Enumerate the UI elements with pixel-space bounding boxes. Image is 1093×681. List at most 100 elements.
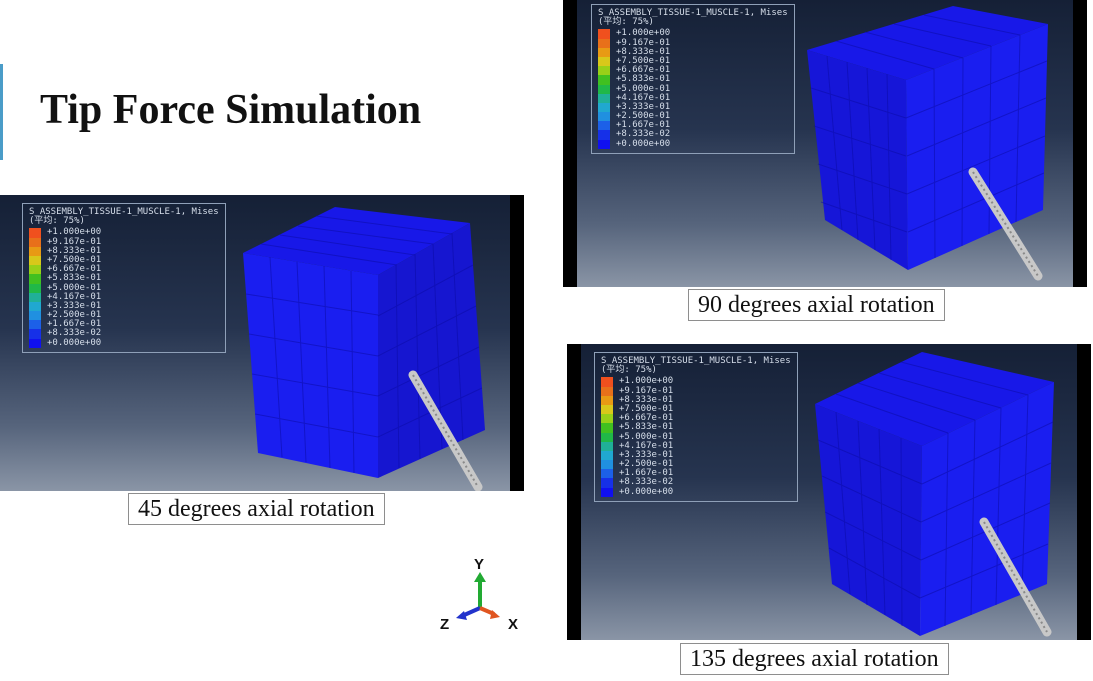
legend-entry: +6.667e-01 <box>29 264 219 275</box>
mesh-grid <box>817 361 1054 627</box>
legend-entry: +7.500e-01 <box>598 55 788 67</box>
legend-title: S_ASSEMBLY_TISSUE-1_MUSCLE-1, Mises <box>598 8 788 18</box>
legend-value: +9.167e-01 <box>616 37 671 48</box>
legend-swatch <box>598 93 610 103</box>
legend-entry: +1.000e+00 <box>29 227 219 238</box>
mesh-model-90 <box>807 6 1048 281</box>
legend-value: +3.333e-01 <box>619 449 674 460</box>
legend-entry: +0.000e+00 <box>598 138 788 149</box>
axis-label-y: Y <box>474 556 485 573</box>
legend-swatch <box>601 441 613 451</box>
legend-entry: +1.000e+00 <box>601 376 791 387</box>
legend-swatch <box>601 414 613 424</box>
legend-value: +3.333e-01 <box>616 101 671 112</box>
legend-swatch <box>29 265 41 275</box>
legend-rows: +1.000e+00 +9.167e-01 +8.333e-01 +7.500e-01… <box>598 29 788 149</box>
legend-value: +8.333e-01 <box>619 394 674 405</box>
legend-swatch <box>601 432 613 442</box>
legend-entry: +0.000e+00 <box>601 487 791 497</box>
legend-entry: +7.500e-01 <box>29 254 219 266</box>
legend-value: +0.000e+00 <box>616 138 671 149</box>
axis-label-x: X <box>508 616 519 633</box>
legend-swatch <box>598 112 610 122</box>
legend-entry: +8.333e-01 <box>598 46 788 57</box>
simulation-panel-45: S_ASSEMBLY_TISSUE-1_MUSCLE-1, Mises (平均:… <box>0 195 524 491</box>
legend-swatch <box>29 320 41 330</box>
legend-swatch <box>598 66 610 76</box>
cube-top-face <box>243 207 470 275</box>
legend-value: +6.667e-01 <box>619 413 674 424</box>
legend-value: +8.333e-01 <box>616 46 671 57</box>
legend-swatch <box>598 38 610 48</box>
legend-swatch <box>29 301 41 312</box>
legend-value: +1.000e+00 <box>47 227 102 238</box>
legend-swatch <box>598 47 610 57</box>
legend-swatch <box>598 130 610 140</box>
axis-triad: Y Z X <box>434 556 524 636</box>
legend-subtitle: (平均: 75%) <box>29 216 85 227</box>
legend-swatch <box>29 228 41 238</box>
legend-value: +1.667e-01 <box>47 319 102 330</box>
legend-entry: +8.333e-01 <box>601 394 791 405</box>
legend-entry: +2.500e-01 <box>598 111 788 122</box>
legend-rows: +1.000e+00 +9.167e-01 +8.333e-01 +7.500e-01… <box>29 227 219 348</box>
legend-swatch <box>598 56 610 67</box>
legend-value: +5.000e-01 <box>616 83 671 94</box>
legend-swatch <box>598 29 610 39</box>
legend-entry: +8.333e-02 <box>598 130 788 140</box>
legend-entry: +7.500e-01 <box>601 404 791 415</box>
legend-value: +1.000e+00 <box>619 376 674 387</box>
legend-subtitle: (平均: 75%) <box>598 17 654 28</box>
legend-value: +7.500e-01 <box>616 55 671 66</box>
legend-entry: +2.500e-01 <box>601 459 791 470</box>
legend-swatch <box>601 386 613 396</box>
legend-entry: +5.833e-01 <box>29 274 219 284</box>
legend-entry: +5.833e-01 <box>598 74 788 85</box>
legend-entry: +9.167e-01 <box>29 237 219 247</box>
cube-side-face <box>920 382 1054 636</box>
legend-value: +2.500e-01 <box>616 111 671 122</box>
legend-entry: +6.667e-01 <box>598 65 788 76</box>
legend-value: +4.167e-01 <box>616 92 671 103</box>
legend-value: +1.667e-01 <box>616 120 671 131</box>
legend-swatch <box>598 84 610 94</box>
stress-legend: S_ASSEMBLY_TISSUE-1_MUSCLE-1, Mises (平均:… <box>594 352 798 502</box>
legend-swatch <box>29 246 41 256</box>
cube-front-face <box>815 404 922 636</box>
legend-entry: +5.000e-01 <box>29 283 219 293</box>
legend-entry: +4.167e-01 <box>601 441 791 451</box>
legend-entry: +8.333e-02 <box>601 477 791 488</box>
legend-entry: +1.000e+00 <box>598 29 788 39</box>
simulation-panel-135: S_ASSEMBLY_TISSUE-1_MUSCLE-1, Mises (平均:… <box>567 344 1091 640</box>
legend-value: +5.000e-01 <box>619 431 674 442</box>
legend-value: +7.500e-01 <box>47 254 102 265</box>
cube-side-face <box>378 223 485 478</box>
caption-135: 135 degrees axial rotation <box>680 643 949 675</box>
legend-entry: +4.167e-01 <box>29 292 219 302</box>
legend-entry: +5.833e-01 <box>601 423 791 433</box>
legend-entry: +1.667e-01 <box>601 468 791 479</box>
legend-swatch <box>29 338 41 348</box>
legend-entry: +3.333e-01 <box>598 101 788 113</box>
legend-value: +1.667e-01 <box>619 468 674 479</box>
mesh-model-45 <box>243 207 485 491</box>
legend-swatch <box>29 292 41 302</box>
legend-swatch <box>601 404 613 415</box>
legend-value: +2.500e-01 <box>47 310 102 321</box>
cube-side-face <box>906 24 1048 270</box>
slide-title: Tip Force Simulation <box>40 87 422 133</box>
legend-swatch <box>601 377 613 387</box>
legend-value: +8.333e-02 <box>619 477 674 488</box>
legend-swatch <box>601 395 613 405</box>
legend-swatch <box>29 311 41 321</box>
legend-value: +5.833e-01 <box>616 74 671 85</box>
axis-label-z: Z <box>440 616 450 633</box>
axis-triad-arrows <box>456 572 500 620</box>
legend-title: S_ASSEMBLY_TISSUE-1_MUSCLE-1, Mises <box>601 356 791 366</box>
legend-value: +2.500e-01 <box>619 459 674 470</box>
legend-swatch <box>598 139 610 149</box>
cube-front-face <box>243 253 378 478</box>
cube-top-face <box>807 6 1048 80</box>
legend-swatch <box>29 283 41 293</box>
legend-entry: +3.333e-01 <box>29 301 219 312</box>
